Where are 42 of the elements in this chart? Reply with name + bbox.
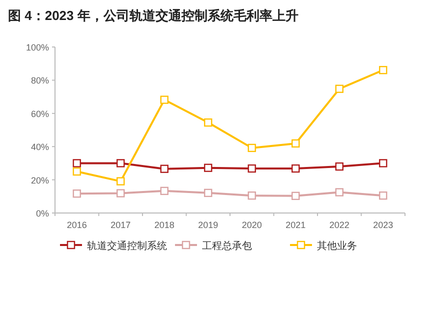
x-tick-label: 2023 [373, 220, 394, 230]
point [116, 177, 125, 186]
point [160, 96, 168, 104]
y-tick-label: 60% [30, 108, 49, 119]
x-tick-label: 2021 [286, 220, 306, 230]
legend-label: 轨道交通控制系统 [87, 240, 167, 252]
point [379, 159, 388, 168]
point [335, 84, 344, 93]
point [379, 191, 388, 200]
point [72, 159, 81, 168]
legend-label: 工程总承包 [202, 240, 252, 252]
point [335, 188, 344, 196]
y-tick-label: 80% [30, 76, 49, 86]
point [204, 188, 212, 198]
point [292, 139, 300, 148]
point [160, 164, 168, 173]
y-tick-label: 0% [36, 208, 49, 218]
x-tick-label: 2018 [154, 220, 174, 230]
point [72, 167, 81, 176]
point [116, 189, 125, 198]
point [379, 66, 388, 74]
legend-label: 其他业务 [317, 240, 357, 252]
point [160, 186, 168, 196]
y-tick-label: 100% [26, 42, 49, 52]
point [204, 164, 212, 172]
point [248, 164, 256, 173]
x-tick-label: 2016 [66, 220, 87, 230]
point [292, 164, 300, 173]
x-tick-label: 2020 [242, 220, 262, 230]
point [335, 162, 344, 171]
y-tick-label: 20% [30, 175, 49, 186]
y-tick-label: 40% [30, 142, 49, 152]
x-tick-label: 2022 [329, 220, 350, 230]
point [204, 118, 212, 127]
point [248, 144, 256, 152]
x-tick-label: 2019 [198, 220, 218, 230]
point [292, 192, 300, 200]
x-tick-label: 2017 [110, 220, 131, 230]
point [248, 191, 256, 200]
chart-title: 图 4：2023 年，公司轨道交通控制系统毛利率上升 [8, 8, 298, 23]
point [116, 159, 125, 168]
point [72, 189, 81, 198]
